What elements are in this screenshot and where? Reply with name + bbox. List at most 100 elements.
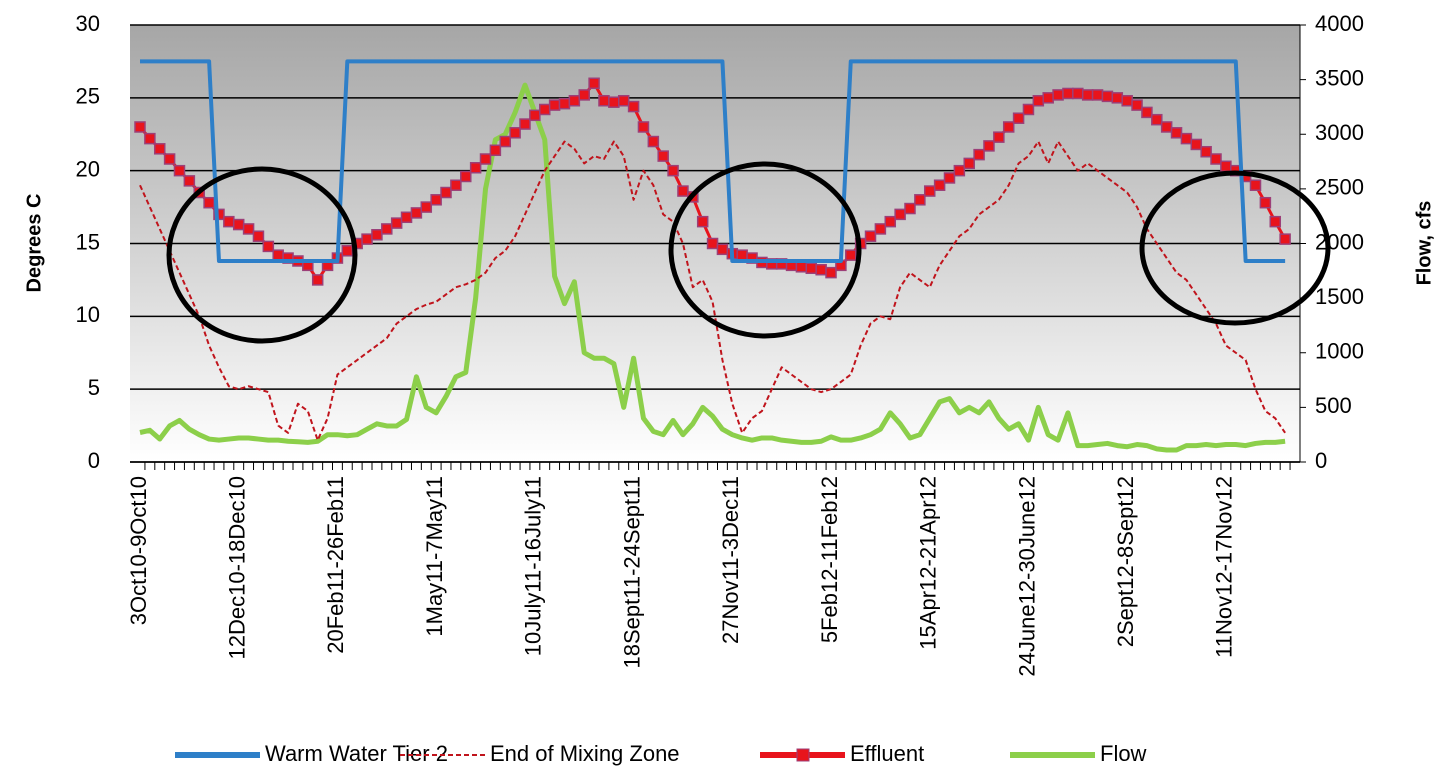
- data-marker: [815, 263, 827, 276]
- data-marker: [1269, 215, 1282, 228]
- data-marker: [1279, 233, 1291, 245]
- data-marker: [568, 94, 581, 107]
- y2-tick-label: 3500: [1315, 65, 1364, 90]
- data-marker: [1151, 113, 1163, 126]
- data-marker: [904, 202, 916, 215]
- x-tick-label: 24June12-30June12: [1014, 476, 1039, 677]
- y2-tick-label: 2500: [1315, 175, 1364, 200]
- data-marker: [183, 175, 196, 187]
- y2-axis-title: Flow, cfs: [1413, 201, 1435, 286]
- data-marker: [1111, 92, 1124, 104]
- data-marker: [943, 172, 956, 184]
- x-tick-label: 10July11-16July11: [521, 476, 546, 656]
- y-tick-label: 20: [76, 156, 100, 181]
- data-marker: [914, 194, 926, 206]
- data-marker: [647, 135, 660, 148]
- data-marker: [390, 217, 403, 229]
- data-marker: [1042, 92, 1054, 104]
- data-marker: [134, 121, 146, 133]
- data-marker: [884, 215, 897, 228]
- x-tick-label: 1May11-7May11: [422, 476, 447, 637]
- data-marker: [825, 266, 837, 279]
- y2-tick-label: 500: [1315, 393, 1352, 418]
- data-marker: [213, 208, 225, 221]
- data-marker: [1091, 89, 1104, 101]
- data-marker: [1210, 153, 1222, 165]
- data-marker: [598, 94, 610, 107]
- data-marker: [430, 194, 442, 206]
- data-marker: [173, 164, 186, 177]
- data-marker: [805, 262, 818, 275]
- data-marker: [440, 186, 452, 199]
- data-marker: [223, 215, 235, 228]
- data-marker: [232, 218, 245, 231]
- legend: Warm Water Tier 2 End of Mixing Zone Efflu…: [175, 741, 1147, 766]
- data-marker: [529, 109, 541, 122]
- y2-tick-label: 4000: [1315, 11, 1364, 36]
- data-marker: [509, 127, 521, 139]
- y2-tick-label: 3000: [1315, 120, 1364, 145]
- data-marker: [163, 153, 176, 165]
- data-marker: [381, 223, 393, 235]
- y-tick-label: 5: [88, 375, 100, 400]
- data-marker: [578, 89, 590, 101]
- data-marker: [361, 233, 373, 245]
- data-marker: [479, 153, 492, 165]
- y2-tick-label: 0: [1315, 448, 1327, 473]
- data-marker: [716, 243, 729, 256]
- data-marker: [933, 179, 946, 191]
- data-marker: [736, 249, 748, 261]
- data-marker: [1180, 132, 1193, 145]
- data-marker: [637, 121, 650, 133]
- data-marker: [1022, 103, 1035, 116]
- y2-tick-label: 1000: [1315, 339, 1364, 364]
- data-marker: [410, 207, 423, 219]
- data-marker: [1012, 112, 1025, 124]
- annotation-circles: [166, 161, 1331, 344]
- data-marker: [1160, 121, 1173, 133]
- x-tick-label: 11Nov12-17Nov12: [1212, 476, 1237, 658]
- y-tick-label: 10: [76, 302, 100, 327]
- highlight-circle: [1139, 170, 1331, 326]
- data-marker: [242, 223, 255, 235]
- data-marker: [450, 179, 462, 191]
- highlight-circle: [668, 161, 862, 339]
- x-tick-label: 12Dec10-18Dec10: [225, 476, 250, 659]
- y-tick-label: 30: [76, 11, 100, 36]
- data-marker: [973, 148, 985, 161]
- data-marker: [262, 240, 275, 253]
- data-marker: [1249, 179, 1262, 191]
- legend-label: Effluent: [850, 741, 924, 766]
- series-layer: [134, 59, 1291, 453]
- highlight-circle: [166, 166, 358, 344]
- data-marker: [499, 135, 512, 148]
- series-line: [139, 82, 1286, 453]
- data-marker: [627, 100, 640, 113]
- y-tick-label: 15: [76, 229, 100, 254]
- data-marker: [1190, 138, 1203, 151]
- data-marker: [558, 97, 571, 110]
- x-tick-label: 2Sept12-8Sept12: [1113, 476, 1138, 647]
- legend-label: Warm Water Tier 2: [265, 741, 448, 766]
- data-marker: [677, 185, 689, 197]
- data-marker: [696, 215, 709, 228]
- data-marker: [963, 157, 975, 170]
- data-marker: [538, 103, 551, 116]
- data-marker: [1101, 90, 1114, 103]
- data-marker: [923, 185, 936, 197]
- data-marker: [341, 245, 354, 257]
- data-marker: [460, 170, 472, 183]
- data-marker: [1081, 89, 1094, 101]
- data-marker: [371, 229, 383, 241]
- data-marker: [608, 96, 620, 108]
- x-tick-label: 3Oct10-9Oct10: [126, 476, 151, 625]
- data-marker: [519, 118, 531, 130]
- data-marker: [1220, 160, 1232, 173]
- axes: 0 5 10 15 20 25 30 0 500 1000 1500 2000 2500 3000 3500…: [76, 11, 1364, 677]
- data-marker: [272, 249, 284, 261]
- y-tick-label: 25: [76, 84, 100, 109]
- series-line: [140, 59, 1286, 263]
- data-marker: [894, 208, 906, 221]
- data-marker: [874, 223, 887, 235]
